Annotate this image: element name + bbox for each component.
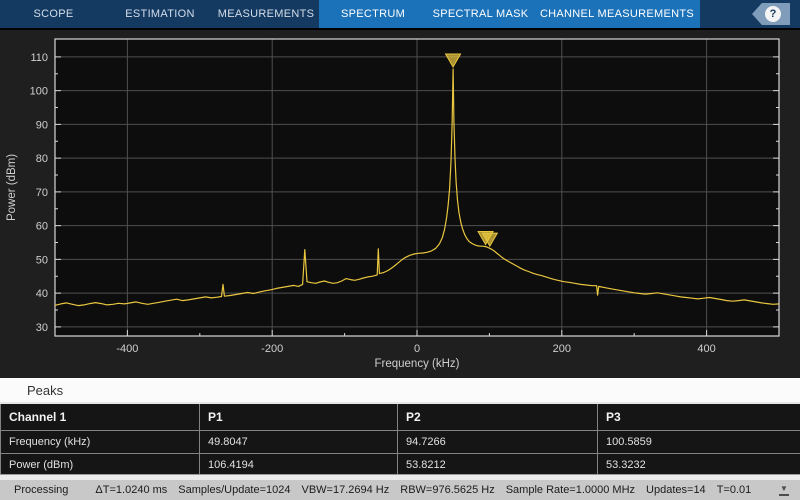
toolstrip: SCOPE ESTIMATION MEASUREMENTS SPECTRUM S… (0, 0, 800, 28)
svg-text:200: 200 (553, 343, 571, 355)
toolbar-divider (0, 28, 800, 30)
toolbar-spacer: ? (700, 0, 800, 28)
help-button[interactable]: ? (752, 3, 790, 25)
spectrum-plot[interactable]: -400 -200 0 200 400 30 40 50 60 70 80 90 100 110 Frequ… (0, 30, 800, 378)
status-samples-per-update: Samples/Update=1024 (178, 484, 291, 496)
frequency-p3-value: 100.5859 (597, 430, 800, 454)
tab-channel-measurements[interactable]: CHANNEL MEASUREMENTS (534, 0, 700, 28)
help-icon: ? (765, 6, 781, 22)
svg-text:-200: -200 (261, 343, 283, 355)
peaks-panel-header: Peaks (0, 378, 800, 402)
status-delta-t: ΔT=1.0240 ms (95, 484, 168, 496)
svg-text:400: 400 (697, 343, 715, 355)
svg-text:40: 40 (36, 288, 48, 300)
status-collapse-container: ▼ (768, 480, 800, 500)
svg-text:0: 0 (414, 343, 420, 355)
svg-text:30: 30 (36, 322, 48, 334)
svg-text:70: 70 (36, 187, 48, 199)
svg-text:80: 80 (36, 153, 48, 165)
svg-text:110: 110 (30, 52, 48, 64)
status-bar: Processing ΔT=1.0240 ms Samples/Update=1… (0, 480, 800, 500)
peaks-header-p3: P3 (597, 402, 800, 431)
svg-text:90: 90 (36, 119, 48, 131)
status-vbw: VBW=17.2694 Hz (301, 484, 390, 496)
peaks-panel-title: Peaks (27, 382, 64, 398)
tab-scope[interactable]: SCOPE (33, 8, 74, 20)
frequency-row-label: Frequency (kHz) (0, 430, 200, 454)
svg-text:Power (dBm): Power (dBm) (6, 154, 18, 221)
peaks-header-p2: P2 (397, 402, 598, 431)
power-row-label: Power (dBm) (0, 453, 200, 477)
status-rbw: RBW=976.5625 Hz (400, 484, 495, 496)
tab-estimation[interactable]: ESTIMATION (125, 8, 195, 20)
peaks-table: Channel 1 P1 P2 P3 Frequency (kHz) 49.80… (0, 402, 800, 477)
frequency-p1-value: 49.8047 (199, 430, 398, 454)
table-row-frequency: Frequency (kHz) 49.8047 94.7266 100.5859 (0, 430, 800, 454)
panel-divider (0, 474, 800, 480)
frequency-p2-value: 94.7266 (397, 430, 598, 454)
peaks-header-channel: Channel 1 (0, 402, 200, 431)
tab-spectrum[interactable]: SPECTRUM (319, 0, 427, 28)
tab-spectral-mask[interactable]: SPECTRAL MASK (427, 0, 534, 28)
tab-measurements[interactable]: MEASUREMENTS (217, 8, 315, 20)
svg-text:-400: -400 (116, 343, 138, 355)
status-processing: Processing (14, 484, 69, 496)
status-sample-rate: Sample Rate=1.0000 MHz (505, 484, 636, 496)
svg-text:50: 50 (36, 254, 48, 266)
power-p2-value: 53.8212 (397, 453, 598, 477)
svg-text:60: 60 (36, 221, 48, 233)
peaks-table-header-row: Channel 1 P1 P2 P3 (0, 402, 800, 431)
peaks-header-p1: P1 (199, 402, 398, 431)
collapse-statusbar-icon[interactable]: ▼ (779, 484, 789, 496)
status-time: T=0.01 (716, 484, 752, 496)
spectrum-display-panel: -400 -200 0 200 400 30 40 50 60 70 80 90 100 110 Frequ… (0, 30, 800, 378)
status-updates: Updates=14 (646, 484, 706, 496)
svg-text:Frequency (kHz): Frequency (kHz) (375, 358, 460, 370)
svg-text:100: 100 (30, 86, 48, 98)
